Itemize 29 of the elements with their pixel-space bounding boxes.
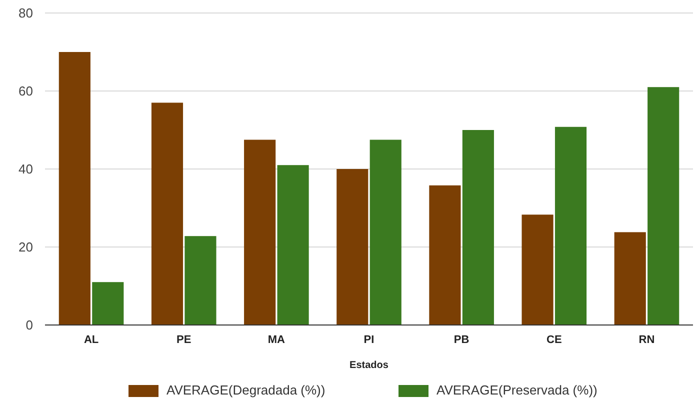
y-tick-label: 80	[18, 6, 33, 21]
bar	[554, 126, 587, 325]
x-tick-label: PB	[454, 334, 470, 346]
bar	[92, 282, 124, 325]
legend-label: AVERAGE(Preservada (%))	[436, 382, 598, 398]
bar	[614, 232, 646, 325]
x-tick-label: PE	[176, 334, 192, 346]
x-tick-label: CE	[546, 334, 562, 346]
y-tick-label: 20	[18, 240, 33, 255]
x-axis-title: Estados	[350, 360, 389, 371]
bar	[648, 87, 680, 325]
y-tick-label: 0	[26, 318, 33, 333]
bar	[58, 52, 90, 325]
x-tick-label: RN	[638, 334, 655, 346]
bar	[244, 140, 276, 325]
bar	[522, 214, 554, 325]
bar	[151, 102, 184, 325]
legend-label: AVERAGE(Degradada (%))	[166, 382, 326, 398]
bar	[336, 169, 368, 325]
x-tick-label: AL	[84, 334, 99, 346]
bar	[370, 140, 402, 325]
bar	[462, 130, 494, 325]
y-tick-label: 40	[18, 162, 33, 177]
bar	[184, 236, 216, 325]
bar	[429, 185, 461, 325]
bar	[277, 165, 309, 325]
y-tick-label: 60	[18, 84, 33, 99]
x-tick-label: PI	[364, 334, 374, 346]
x-tick-label: MA	[268, 334, 286, 346]
